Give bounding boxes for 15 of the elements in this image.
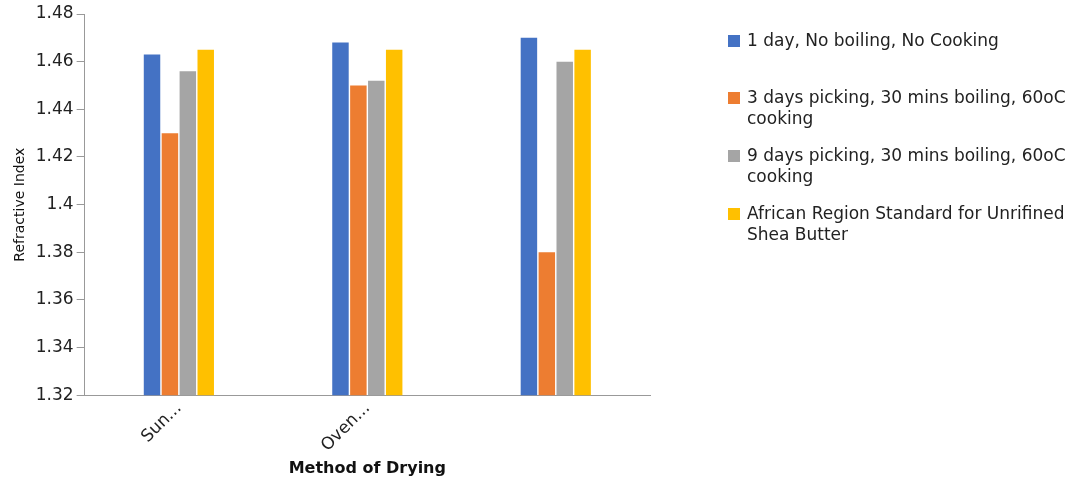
y-tick-label: 1.36 [35, 288, 74, 309]
y-tick-label: 1.48 [35, 2, 74, 23]
y-tick-label: 1.46 [35, 50, 74, 71]
y-tick-label: 1.34 [35, 336, 74, 357]
y-tick-label: 1.42 [35, 145, 74, 166]
x-axis-title: Method of Drying [288, 457, 446, 477]
y-tick-label: 1.4 [46, 193, 74, 214]
y-tick-label: 1.38 [35, 240, 74, 261]
legend-label: 1 day, No boiling, No Cooking [747, 30, 999, 51]
legend-label: African Region Standard for Unrifined Shea Butter [747, 203, 1066, 245]
y-tick-label: 1.32 [35, 383, 74, 404]
legend-label: 9 days picking, 30 mins boiling, 60oC cooking [747, 145, 1067, 187]
y-axis-title: Refractive Index [11, 147, 28, 262]
legend-label: 3 days picking, 30 mins boiling, 60oC cooking [747, 87, 1067, 129]
y-tick-label: 1.44 [35, 97, 74, 118]
